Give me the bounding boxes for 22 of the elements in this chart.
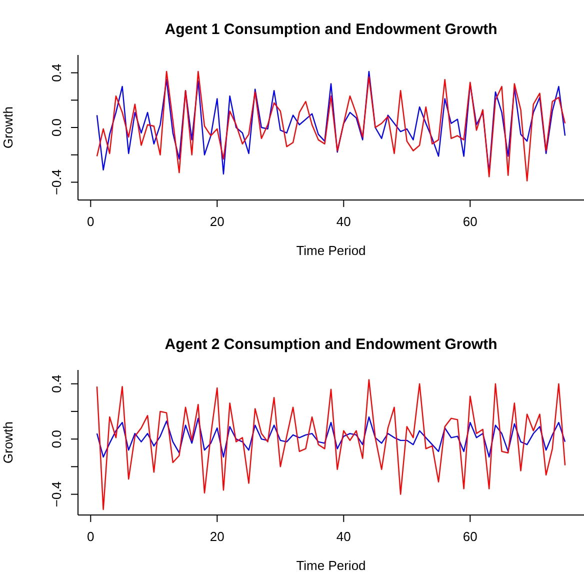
chart-title: Agent 2 Consumption and Endowment Growth: [164, 336, 498, 355]
y-axis-title: Growth: [0, 422, 16, 464]
y-tick-label: 0.0: [49, 430, 64, 448]
y-tick-label: 0.4: [49, 64, 64, 82]
y-axis-title: Growth: [0, 106, 16, 148]
y-tick-label: 0.0: [49, 118, 64, 137]
x-tick-label: 40: [336, 214, 351, 230]
x-tick-label: 60: [462, 529, 478, 544]
y-tick-label: −0.4: [49, 481, 64, 508]
y-tick-label: −0.4: [49, 169, 64, 196]
x-tick-label: 40: [336, 529, 351, 544]
x-tick-label: 20: [210, 214, 224, 230]
line-series: [96, 416, 566, 458]
x-tick-label: 60: [462, 214, 478, 230]
x-axis-title: Time Period: [296, 243, 366, 258]
x-tick-label: 0: [87, 529, 94, 544]
x-tick-label: 0: [87, 214, 94, 230]
x-axis-title: Time Period: [296, 558, 366, 573]
x-tick-label: 20: [210, 529, 224, 544]
y-tick-label: 0.4: [49, 374, 64, 393]
line-series: [96, 379, 566, 510]
chart-title: Agent 1 Consumption and Endowment Growth: [164, 21, 498, 40]
